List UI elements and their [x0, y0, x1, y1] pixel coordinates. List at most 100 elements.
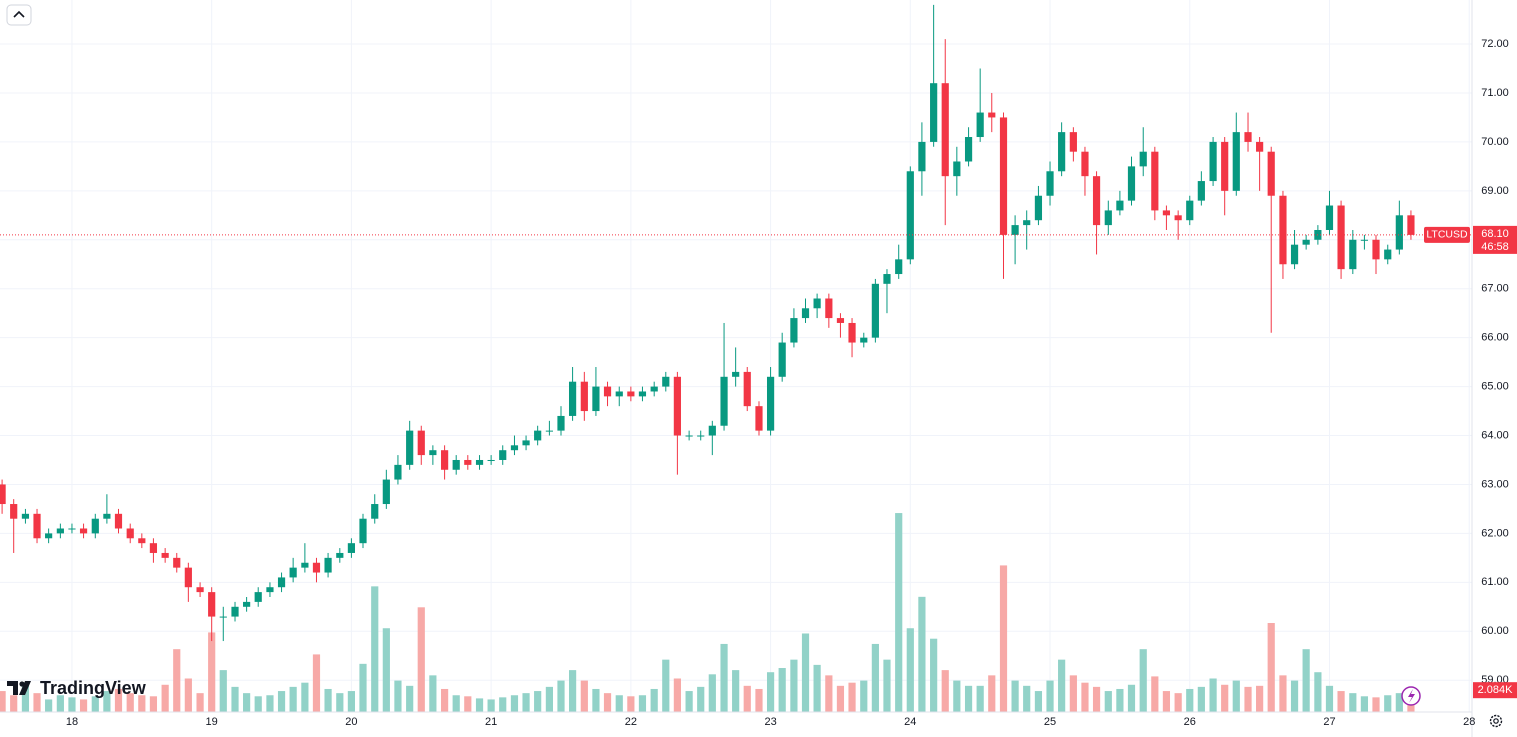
- candle-body: [1244, 132, 1252, 142]
- candle-body: [976, 112, 984, 138]
- volume-bar: [953, 680, 961, 712]
- volume-bar: [336, 693, 344, 712]
- candle-body: [406, 430, 414, 465]
- volume-bar: [638, 695, 647, 712]
- candle-body: [1139, 151, 1147, 167]
- volume-bar: [732, 670, 740, 712]
- candle-body: [499, 450, 507, 460]
- candle-body: [1256, 141, 1264, 152]
- collapse-button[interactable]: [6, 4, 32, 26]
- candle-body: [417, 430, 425, 456]
- candle-body: [836, 318, 845, 323]
- candle-body: [1232, 132, 1240, 191]
- volume-bar: [1372, 697, 1380, 712]
- y-tick-label: 66.00: [1481, 332, 1509, 344]
- volume-bar: [1104, 691, 1112, 712]
- y-tick-label: 65.00: [1481, 380, 1509, 392]
- candle-body: [266, 587, 274, 593]
- x-tick-label: 25: [1044, 716, 1056, 728]
- settings-button[interactable]: [1489, 714, 1503, 728]
- volume-bar: [999, 565, 1008, 712]
- volume-bar: [114, 688, 123, 712]
- volume-bar: [254, 696, 262, 712]
- volume-bar: [1116, 688, 1124, 712]
- volume-bar: [10, 695, 18, 712]
- volume-label: 2.084K: [1478, 684, 1514, 696]
- price-badge: [1473, 225, 1517, 254]
- candle-body: [1116, 200, 1124, 211]
- candle-body: [848, 322, 856, 343]
- candle-body: [79, 528, 88, 534]
- volume-bar: [801, 633, 810, 712]
- volume-bar: [406, 685, 414, 712]
- volume-bar: [499, 697, 507, 712]
- candle-body: [1407, 215, 1415, 235]
- volume-bar: [452, 695, 460, 712]
- volume-bar: [1290, 680, 1299, 712]
- y-tick-label: 71.00: [1481, 87, 1509, 99]
- grid: [0, 0, 1472, 712]
- volume-bar: [371, 586, 379, 712]
- candle-body: [801, 308, 810, 319]
- candle-body: [766, 376, 775, 431]
- candle-body: [114, 513, 123, 529]
- volume-bar: [685, 691, 693, 712]
- alert-icon[interactable]: [1401, 686, 1421, 706]
- candle-body: [545, 430, 553, 432]
- candle-body: [1384, 249, 1392, 260]
- volume-badge: [1473, 682, 1517, 699]
- volume-bar: [568, 670, 577, 712]
- volume-bar: [1244, 686, 1252, 712]
- candle-body: [126, 528, 134, 539]
- candle-body: [813, 298, 821, 309]
- volume-bar: [534, 691, 542, 712]
- volume-bar: [1232, 680, 1240, 712]
- volume-bar: [45, 699, 53, 712]
- volume-bar: [219, 670, 227, 712]
- volume-bar: [1384, 695, 1392, 712]
- volume-bar: [1081, 682, 1089, 712]
- candle-body: [720, 376, 728, 426]
- candle-body: [1209, 141, 1217, 182]
- candle-body: [697, 435, 705, 437]
- candle-body: [871, 283, 879, 338]
- candle-body: [1372, 239, 1380, 260]
- volume-bar: [1337, 691, 1345, 712]
- candle-body: [475, 459, 484, 465]
- volume-bar: [1034, 691, 1043, 712]
- volume-bar: [580, 680, 588, 712]
- candle-body: [1046, 171, 1054, 196]
- countdown-label: 46:58: [1481, 241, 1509, 253]
- volume-bar: [149, 696, 158, 712]
- volume-bar: [988, 675, 996, 712]
- y-tick-label: 72.00: [1481, 38, 1509, 50]
- volume-bar: [1162, 691, 1171, 712]
- candle-body: [464, 459, 472, 465]
- volume-bar: [1127, 684, 1136, 712]
- x-tick-label: 24: [904, 716, 916, 728]
- candle-body: [184, 567, 192, 588]
- candle-body: [708, 425, 716, 436]
- volume-bar: [918, 596, 926, 712]
- volume-bar: [510, 695, 519, 712]
- candle-body: [930, 83, 938, 142]
- volume-bar: [673, 678, 681, 712]
- candle-body: [988, 112, 996, 118]
- volume-bar: [21, 682, 30, 712]
- volume-bar: [1314, 672, 1322, 712]
- candle-body: [895, 259, 903, 275]
- volume-bar: [277, 691, 286, 712]
- axis-layer: 59.0060.0061.0062.0063.0064.0065.0066.00…: [0, 38, 1517, 728]
- candle-body: [1325, 205, 1334, 230]
- candle-body: [1279, 195, 1287, 265]
- candle-body: [336, 552, 344, 558]
- candle-body: [173, 557, 181, 568]
- symbol-badge: [1424, 226, 1470, 243]
- candle-body: [1360, 239, 1369, 241]
- candle-body: [778, 342, 786, 377]
- candle-body: [103, 513, 111, 519]
- candle-body: [790, 318, 798, 343]
- y-tick-label: 62.00: [1481, 527, 1509, 539]
- candle-body: [10, 504, 18, 519]
- volume-bar: [312, 654, 321, 712]
